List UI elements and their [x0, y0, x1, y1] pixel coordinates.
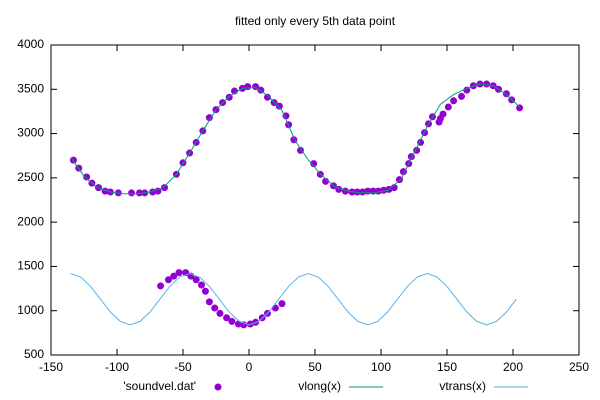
- data-point: [205, 114, 213, 122]
- data-point: [201, 287, 209, 295]
- data-point: [310, 160, 318, 168]
- y-tick-label: 2000: [17, 214, 44, 228]
- data-point: [223, 314, 231, 322]
- data-point: [275, 102, 283, 110]
- data-point: [157, 282, 165, 290]
- data-point: [359, 188, 367, 196]
- data-point: [439, 110, 447, 118]
- x-tick-label: 200: [503, 360, 523, 374]
- x-tick-label: 50: [308, 360, 322, 374]
- data-point: [458, 92, 466, 100]
- data-point: [282, 112, 290, 120]
- y-tick-label: 1000: [17, 303, 44, 317]
- data-point: [450, 97, 458, 105]
- data-point: [228, 317, 236, 325]
- data-point: [296, 146, 304, 154]
- x-tick-label: 150: [437, 360, 457, 374]
- data-point: [83, 173, 91, 181]
- data-point: [175, 269, 183, 277]
- data-point: [164, 276, 172, 284]
- data-point: [483, 80, 491, 88]
- x-tick-label: 0: [246, 360, 253, 374]
- data-point: [263, 93, 271, 101]
- data-point: [216, 309, 224, 317]
- data-point: [205, 298, 213, 306]
- data-point: [135, 189, 143, 197]
- legend-label: 'soundvel.dat': [123, 379, 196, 393]
- y-tick-label: 2500: [17, 170, 44, 184]
- data-point: [192, 276, 200, 284]
- y-tick-label: 3000: [17, 126, 44, 140]
- legend-label: vtrans(x): [439, 379, 486, 393]
- data-point: [230, 87, 238, 95]
- y-tick-label: 3500: [17, 81, 44, 95]
- legend-marker: [214, 383, 222, 391]
- fit-line: [70, 83, 520, 195]
- data-point: [380, 186, 388, 194]
- x-tick-label: 250: [569, 360, 589, 374]
- y-tick-label: 4000: [17, 37, 44, 51]
- data-point: [161, 184, 169, 192]
- data-point: [444, 103, 452, 111]
- data-point: [154, 187, 162, 195]
- data-point: [244, 83, 252, 91]
- data-point: [128, 189, 136, 197]
- data-point: [211, 304, 219, 312]
- x-tick-label: 100: [371, 360, 391, 374]
- data-point: [516, 104, 524, 112]
- fit-line: [70, 272, 517, 326]
- chart-title: fitted only every 5th data point: [235, 14, 396, 28]
- y-tick-label: 500: [24, 347, 44, 361]
- x-tick-label: -100: [105, 360, 129, 374]
- legend-label: vlong(x): [298, 379, 341, 393]
- data-point: [170, 272, 178, 280]
- data-point: [197, 281, 205, 289]
- x-tick-label: -50: [174, 360, 192, 374]
- data-point: [278, 300, 286, 308]
- x-tick-label: -150: [39, 360, 63, 374]
- data-point: [463, 86, 471, 94]
- data-point: [502, 90, 510, 98]
- data-point: [271, 304, 279, 312]
- y-tick-label: 1500: [17, 259, 44, 273]
